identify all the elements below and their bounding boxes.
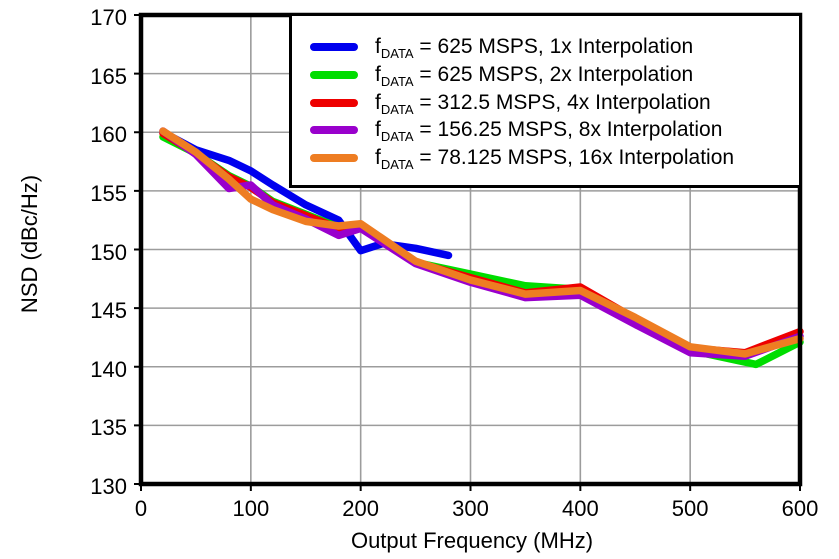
y-axis-title: NSD (dBc/Hz) xyxy=(17,174,42,314)
legend-line-swatch-16x xyxy=(310,154,358,163)
x-tick-label-500: 500 xyxy=(671,496,709,521)
legend-label-2x: fDATA = 625 MSPS, 2x Interpolation xyxy=(375,62,694,89)
series-line-16x-interpolation xyxy=(159,127,804,358)
x-tick-label-100: 100 xyxy=(232,496,270,521)
legend: fDATA = 625 MSPS, 1x Interpolation fDATA … xyxy=(289,13,802,188)
legend-label-8x: fDATA = 156.25 MSPS, 8x Interpolation xyxy=(375,118,723,145)
legend-item-1x-interpolation: fDATA = 625 MSPS, 1x Interpolation xyxy=(292,33,799,61)
y-tick-label-135: 135 xyxy=(90,415,127,441)
legend-line-swatch-8x xyxy=(310,126,358,135)
legend-label-1x: fDATA = 625 MSPS, 1x Interpolation xyxy=(375,34,694,62)
y-tick-label-145: 145 xyxy=(90,298,127,324)
y-tick-label-160: 160 xyxy=(90,122,127,148)
x-tick-label-600: 600 xyxy=(781,496,819,521)
legend-line-swatch-4x xyxy=(310,98,358,107)
legend-item-2x-interpolation: fDATA = 625 MSPS, 2x Interpolation xyxy=(292,61,799,89)
legend-line-swatch-2x xyxy=(310,70,358,79)
legend-label-16x: fDATA = 78.125 MSPS, 16x Interpolation xyxy=(375,146,735,173)
x-axis-title: Output Frequency (MHz) xyxy=(350,528,594,553)
legend-item-4x-interpolation: fDATA = 312.5 MSPS, 4x Interpolation xyxy=(292,89,799,117)
y-tick-label-170: 170 xyxy=(90,5,127,30)
legend-item-16x-interpolation: fDATA = 78.125 MSPS, 16x Interpolation xyxy=(292,144,799,172)
y-tick-label-165: 165 xyxy=(90,63,127,89)
legend-line-swatch-1x xyxy=(310,43,358,51)
y-tick-label-130: 130 xyxy=(90,474,127,499)
x-tick-label-400: 400 xyxy=(561,496,599,521)
legend-label-4x: fDATA = 312.5 MSPS, 4x Interpolation xyxy=(375,90,711,117)
x-tick-label-200: 200 xyxy=(342,496,380,521)
legend-item-8x-interpolation: fDATA = 156.25 MSPS, 8x Interpolation xyxy=(292,116,799,144)
y-tick-label-155: 155 xyxy=(90,180,127,206)
y-tick-label-140: 140 xyxy=(90,356,127,382)
x-tick-label-300: 300 xyxy=(452,496,489,521)
y-tick-label-150: 150 xyxy=(90,239,127,265)
x-tick-label-0: 0 xyxy=(134,496,148,521)
